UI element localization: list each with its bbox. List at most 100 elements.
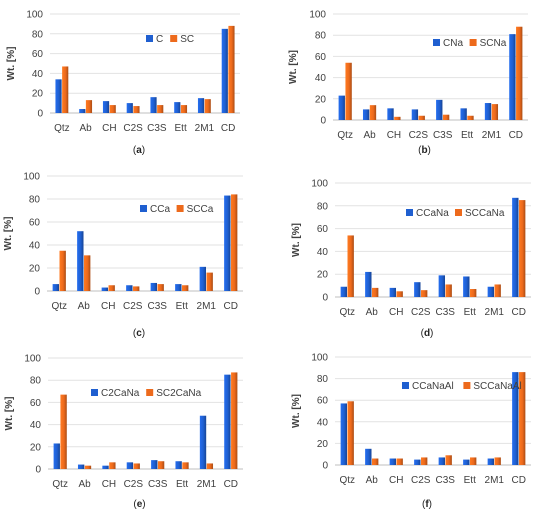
bar bbox=[512, 197, 519, 297]
y-tick-label: 40 bbox=[32, 69, 44, 80]
y-tick-label: 100 bbox=[23, 172, 40, 183]
bar bbox=[133, 286, 140, 291]
panel-label: (a) bbox=[133, 145, 145, 156]
y-tick-label: 80 bbox=[317, 374, 329, 385]
bar bbox=[79, 109, 86, 113]
x-tick-label: Ab bbox=[78, 479, 91, 490]
bar bbox=[157, 284, 164, 291]
x-tick-label: Ab bbox=[366, 307, 379, 318]
x-tick-label: C2S bbox=[123, 301, 143, 312]
bar bbox=[182, 285, 189, 291]
bar bbox=[174, 102, 181, 113]
legend-label: SCCaNa bbox=[465, 208, 505, 219]
legend-label: SCCa bbox=[187, 204, 214, 215]
bar bbox=[394, 116, 401, 120]
x-tick-label: CH bbox=[387, 130, 401, 141]
bar bbox=[396, 291, 403, 297]
legend-swatch bbox=[406, 209, 413, 216]
bar bbox=[228, 25, 235, 114]
bar bbox=[85, 100, 93, 113]
x-tick-label: Ett bbox=[461, 130, 473, 141]
bar bbox=[372, 287, 379, 297]
bar bbox=[512, 372, 519, 465]
bar bbox=[340, 403, 347, 465]
bar bbox=[52, 284, 59, 291]
x-tick-label: Qtz bbox=[51, 301, 67, 312]
legend-swatch bbox=[402, 382, 409, 389]
y-tick-label: 60 bbox=[30, 398, 42, 409]
bar bbox=[77, 464, 85, 469]
bar bbox=[206, 272, 213, 291]
x-tick-label: CD bbox=[224, 479, 238, 490]
x-tick-label: 2M1 bbox=[195, 123, 215, 134]
x-tick-label: C3S bbox=[436, 475, 456, 486]
bar bbox=[338, 95, 345, 120]
y-tick-label: 80 bbox=[30, 376, 42, 387]
x-tick-label: CD bbox=[509, 130, 523, 141]
bar bbox=[109, 462, 116, 469]
bar bbox=[421, 457, 428, 465]
y-axis-label: Wt. [%] bbox=[4, 397, 15, 431]
chart-panel: 0 20 40 60 80 100 Wt. [%] Qtz Ab CH C2S C3S Ett 2M1 CD… bbox=[3, 172, 243, 339]
chart-panel: 0 20 40 60 80 100 Wt. [%] Qtz Ab CH C2S C3S Ett 2M1 CD… bbox=[291, 179, 531, 339]
bar bbox=[133, 463, 140, 469]
bar bbox=[199, 415, 207, 469]
chart-panel: 0 20 40 60 80 100 Wt. [%] Qtz Ab CH C2S C3S Ett 2M1 CD… bbox=[6, 10, 240, 156]
x-tick-label: Qtz bbox=[339, 307, 355, 318]
x-tick-label: 2M1 bbox=[482, 130, 502, 141]
x-tick-label: CD bbox=[221, 123, 235, 134]
x-tick-label: C3S bbox=[148, 301, 168, 312]
legend-label: C bbox=[156, 34, 163, 45]
y-tick-label: 60 bbox=[317, 224, 329, 235]
bar bbox=[484, 103, 492, 120]
bar bbox=[126, 462, 134, 469]
y-tick-label: 80 bbox=[315, 31, 327, 42]
panel-label: (e) bbox=[133, 499, 145, 510]
y-tick-label: 80 bbox=[32, 29, 44, 40]
x-tick-label: Ab bbox=[78, 301, 91, 312]
panel-label: (f) bbox=[422, 499, 432, 510]
bar bbox=[438, 457, 445, 465]
bar bbox=[519, 200, 526, 297]
bar bbox=[414, 459, 421, 465]
x-tick-label: Ett bbox=[176, 301, 188, 312]
y-tick-label: 40 bbox=[317, 417, 329, 428]
x-tick-label: Qtz bbox=[52, 479, 68, 490]
bar bbox=[372, 458, 379, 465]
x-tick-label: C3S bbox=[433, 130, 453, 141]
x-tick-label: CD bbox=[512, 475, 526, 486]
chart-panel: 0 20 40 60 80 100 Wt. [%] Qtz Ab CH C2S C3S Ett 2M1 CD… bbox=[291, 353, 531, 510]
legend-swatch bbox=[170, 35, 178, 42]
y-tick-label: 20 bbox=[317, 270, 329, 281]
bar bbox=[414, 282, 421, 297]
legend-swatch bbox=[176, 205, 184, 212]
bar bbox=[365, 448, 372, 465]
y-tick-label: 0 bbox=[322, 461, 328, 472]
y-tick-label: 100 bbox=[26, 10, 43, 21]
bar bbox=[389, 287, 396, 297]
y-tick-label: 0 bbox=[35, 465, 41, 476]
bar bbox=[470, 457, 477, 465]
x-tick-label: C3S bbox=[148, 479, 168, 490]
x-tick-label: Ab bbox=[80, 123, 93, 134]
bar bbox=[365, 271, 372, 297]
bar bbox=[180, 105, 188, 113]
y-tick-label: 60 bbox=[315, 52, 327, 63]
x-tick-label: Ett bbox=[464, 475, 476, 486]
bar bbox=[231, 194, 238, 291]
x-tick-label: 2M1 bbox=[485, 307, 505, 318]
bar bbox=[436, 99, 443, 120]
chart-panel: 0 20 40 60 80 100 Wt. [%] Qtz Ab CH C2S C3S Ett 2M1 CD… bbox=[288, 10, 528, 156]
legend-label: CCaNaAl bbox=[412, 381, 454, 392]
x-tick-label: C3S bbox=[436, 307, 456, 318]
bar bbox=[442, 114, 450, 120]
x-tick-label: 2M1 bbox=[197, 301, 217, 312]
y-tick-label: 100 bbox=[311, 353, 328, 364]
y-tick-label: 100 bbox=[24, 354, 41, 365]
legend-swatch bbox=[146, 35, 153, 42]
bar bbox=[494, 284, 501, 297]
bar bbox=[418, 115, 425, 120]
bar bbox=[126, 103, 133, 113]
bar bbox=[133, 106, 140, 113]
